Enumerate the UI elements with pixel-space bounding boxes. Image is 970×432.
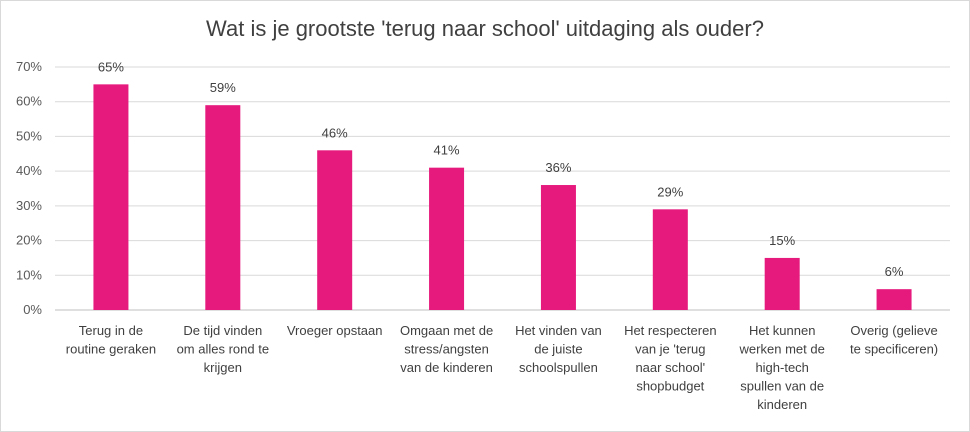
category-label: spullen van de xyxy=(740,379,824,394)
data-label: 6% xyxy=(885,264,904,279)
category-label: Vroeger opstaan xyxy=(287,323,383,338)
category-label: Het kunnen xyxy=(749,323,816,338)
bar xyxy=(429,167,465,310)
y-tick-label: 60% xyxy=(16,94,42,109)
data-label: 15% xyxy=(769,233,795,248)
category-label: te specificeren) xyxy=(850,342,938,357)
bar xyxy=(317,150,353,310)
y-tick-label: 10% xyxy=(16,267,42,282)
bar xyxy=(205,105,241,310)
y-tick-label: 20% xyxy=(16,233,42,248)
data-label: 29% xyxy=(657,184,683,199)
category-label: de juiste xyxy=(534,342,582,357)
category-label: Het respecteren xyxy=(624,323,717,338)
data-label: 65% xyxy=(98,59,124,74)
data-label: 41% xyxy=(434,143,460,158)
bar xyxy=(93,84,129,310)
category-label: Overig (gelieve xyxy=(850,323,937,338)
y-tick-label: 70% xyxy=(16,59,42,74)
chart-title: Wat is je grootste 'terug naar school' u… xyxy=(206,16,764,41)
category-label: high-tech xyxy=(755,360,808,375)
data-label: 59% xyxy=(210,80,236,95)
y-tick-label: 30% xyxy=(16,198,42,213)
bar xyxy=(540,185,576,310)
category-label: Omgaan met de xyxy=(400,323,493,338)
bar xyxy=(652,209,688,310)
category-label: om alles rond te xyxy=(177,342,270,357)
y-tick-label: 0% xyxy=(23,302,42,317)
category-label: Terug in de xyxy=(79,323,143,338)
category-label: naar school' xyxy=(635,360,705,375)
category-label: Het vinden van xyxy=(515,323,602,338)
category-label: schoolspullen xyxy=(519,360,598,375)
bar xyxy=(876,289,912,310)
category-label: van de kinderen xyxy=(400,360,493,375)
category-label: routine geraken xyxy=(66,342,156,357)
bar xyxy=(764,257,800,310)
category-label: shopbudget xyxy=(636,379,704,394)
data-label: 46% xyxy=(322,125,348,140)
category-label: stress/angsten xyxy=(404,342,489,357)
category-label: werken met de xyxy=(739,342,825,357)
y-tick-label: 50% xyxy=(16,128,42,143)
category-label: kinderen xyxy=(757,397,807,412)
category-label: van je 'terug xyxy=(635,342,705,357)
data-label: 36% xyxy=(545,160,571,175)
category-label: krijgen xyxy=(204,360,242,375)
category-label: De tijd vinden xyxy=(183,323,262,338)
y-tick-label: 40% xyxy=(16,163,42,178)
